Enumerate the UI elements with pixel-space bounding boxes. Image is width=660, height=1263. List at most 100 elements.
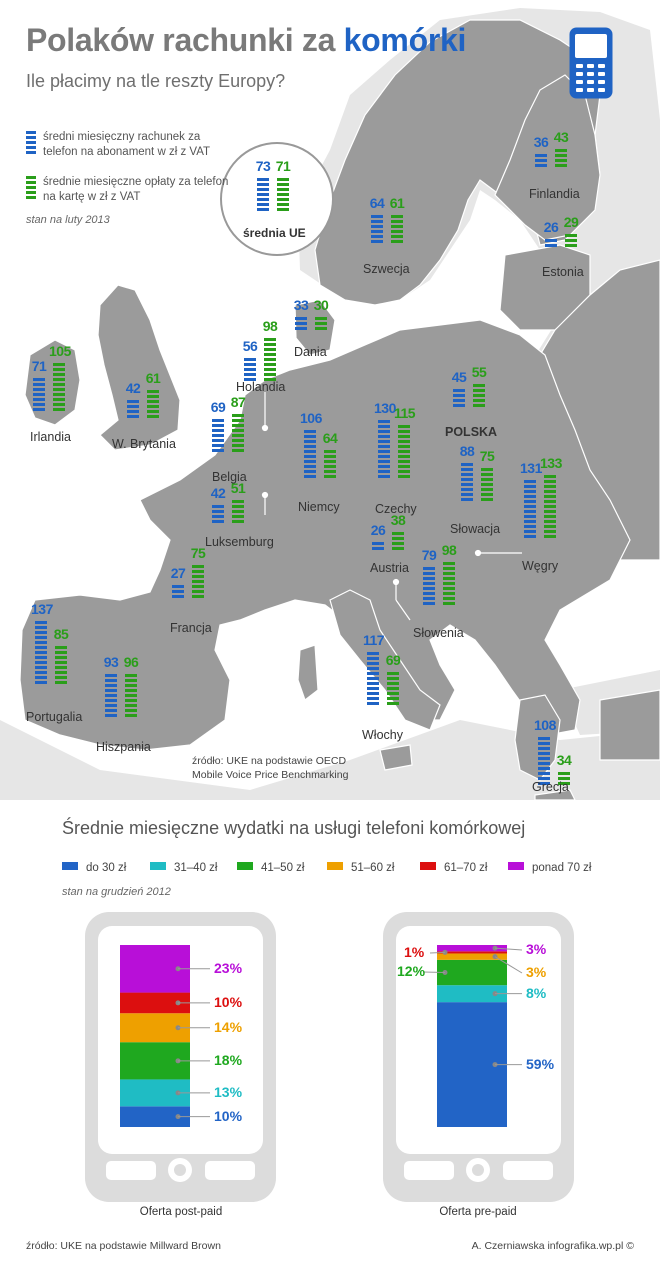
bar-stripe: [257, 188, 269, 191]
bar-stripe: [105, 679, 117, 682]
bar-stripe: [33, 383, 45, 386]
bar-stripe: [371, 215, 383, 218]
bar-stripe: [555, 149, 567, 152]
bar-stripe: [264, 338, 276, 341]
bar-stripe: [461, 468, 473, 471]
bar-stripe: [264, 373, 276, 376]
bar-stripe: [53, 408, 65, 411]
value-label-prepaid: 61: [389, 195, 405, 211]
bar-stripe: [538, 767, 550, 770]
legend-swatch-blue: [26, 131, 36, 154]
country-bar-svg: [524, 475, 556, 538]
country-name-text: Portugalia: [26, 710, 83, 724]
bar-stripe: [538, 742, 550, 745]
country-bar-svg: [244, 338, 276, 381]
bar-stripe: [372, 547, 384, 550]
bar-stripe: [378, 425, 390, 428]
bar-stripe: [35, 646, 47, 649]
value-label-postpaid: 64: [369, 195, 385, 211]
bar-stripe: [398, 455, 410, 458]
bar-stripe: [277, 178, 289, 181]
bar-stripe: [244, 368, 256, 371]
bar-stripe: [257, 203, 269, 206]
label-pointer-line: [422, 971, 446, 974]
value-label-prepaid: 98: [262, 318, 278, 334]
bar-stripe: [127, 405, 139, 408]
bar-stripe: [304, 470, 316, 473]
bar-stripe: [544, 490, 556, 493]
country-name-text: W. Brytania: [112, 437, 176, 451]
bar-stripe: [55, 651, 67, 654]
bar-stripe: [324, 450, 336, 453]
value-label-prepaid: 43: [553, 129, 569, 145]
bar-stripe: [53, 378, 65, 381]
bar-stripe: [53, 383, 65, 386]
value-label-prepaid: 69: [385, 652, 401, 668]
value-label-prepaid: 87: [230, 394, 246, 410]
bar-stripe: [304, 445, 316, 448]
value-label-postpaid: 106: [300, 410, 322, 426]
bar-stripe: [35, 656, 47, 659]
stacked-legend-item: 61–70 zł: [420, 862, 487, 874]
bar-stripe: [423, 577, 435, 580]
bar-stripe: [392, 542, 404, 545]
bar-stripe: [398, 465, 410, 468]
value-label-postpaid: 33: [293, 297, 309, 313]
stacked-value-label: 8%: [526, 984, 547, 1001]
bar-stripe: [295, 322, 307, 325]
bar-stripe: [544, 485, 556, 488]
bar-stripe: [315, 327, 327, 330]
bar-stripe: [392, 537, 404, 540]
country-name-text: Finlandia: [529, 187, 580, 201]
bar-stripe: [277, 188, 289, 191]
bar-stripe: [378, 460, 390, 463]
bar-stripe: [147, 405, 159, 408]
legend-label: do 30 zł: [86, 862, 127, 874]
bar-stripe: [391, 215, 403, 218]
label-pointer-line: [494, 956, 523, 974]
bar-stripe: [232, 500, 244, 503]
bar-stripe: [387, 697, 399, 700]
bar-stripe: [192, 580, 204, 583]
stacked-value-label: 3%: [526, 941, 547, 957]
bar-stripe: [391, 220, 403, 223]
bar-stripe: [33, 388, 45, 391]
bar-stripe: [524, 535, 536, 538]
bar-stripe: [398, 430, 410, 433]
value-label-postpaid: 27: [170, 565, 186, 581]
label-pointer-dot: [492, 945, 498, 951]
bar-stripe: [232, 419, 244, 422]
bar-stripe: [257, 208, 269, 211]
bar-stripe: [264, 368, 276, 371]
stacked-segment: [437, 959, 507, 986]
bar-stripe: [172, 595, 184, 598]
legend-swatch: [237, 862, 253, 870]
legend-swatch: [508, 862, 524, 870]
bar-stripe: [481, 483, 493, 486]
bar-stripe: [443, 587, 455, 590]
source-note-map: źródło: UKE na podstawie OECD Mobile Voi…: [192, 755, 349, 781]
bar-stripe: [192, 575, 204, 578]
stacked-segment: [437, 951, 507, 954]
country-bar-svg: [423, 562, 455, 605]
bar-stripe: [244, 358, 256, 361]
bar-stripe: [304, 440, 316, 443]
stacked-value-label: 3%: [526, 964, 547, 980]
bar-stripe: [244, 363, 256, 366]
bar-stripe: [35, 681, 47, 684]
value-label-prepaid: 133: [540, 455, 562, 471]
bar-stripe: [232, 449, 244, 452]
bar-stripe: [524, 485, 536, 488]
value-label-prepaid: 55: [471, 364, 487, 380]
bar-stripe: [423, 602, 435, 605]
bar-stripe: [378, 475, 390, 478]
country-name-text: Austria: [370, 561, 409, 575]
country-bar-svg: [304, 430, 336, 478]
bar-stripe: [257, 193, 269, 196]
bar-stripe: [232, 444, 244, 447]
bar-stripe: [212, 424, 224, 427]
bar-stripe: [524, 515, 536, 518]
bar-stripe: [391, 230, 403, 233]
bar-stripe: [147, 395, 159, 398]
value-label-prepaid: 64: [322, 430, 338, 446]
